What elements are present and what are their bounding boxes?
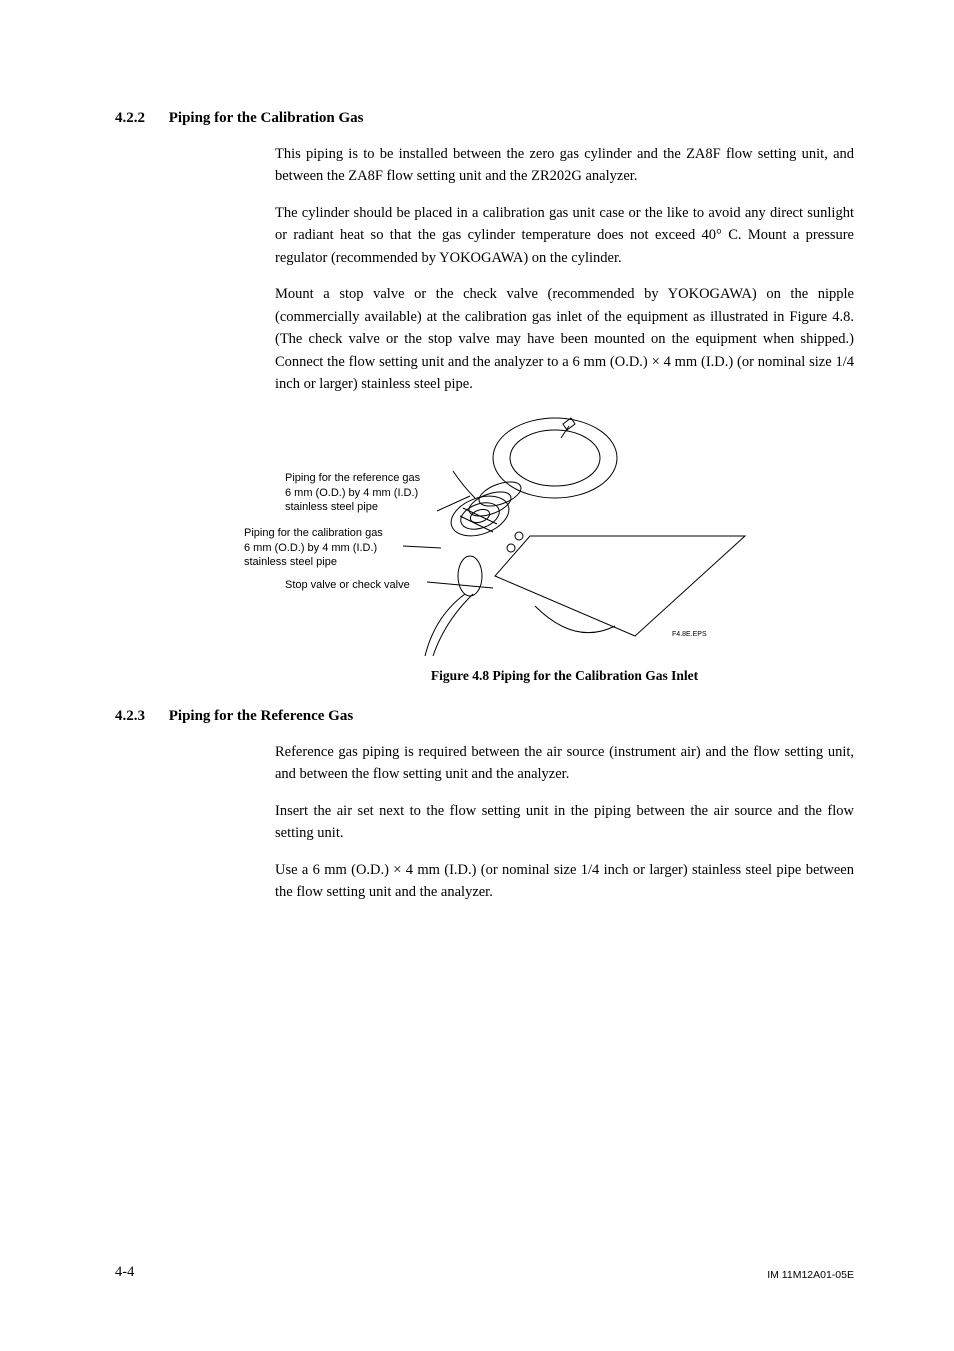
section-422-para2: The cylinder should be placed in a calib…	[275, 202, 854, 269]
section-423-para1: Reference gas piping is required between…	[275, 741, 854, 786]
figure-48-caption: Figure 4.8 Piping for the Calibration Ga…	[275, 668, 854, 684]
section-423-title: Piping for the Reference Gas	[169, 708, 353, 724]
section-422-title: Piping for the Calibration Gas	[169, 110, 364, 126]
document-id: IM 11M12A01-05E	[767, 1269, 854, 1281]
section-423-number: 4.2.3	[115, 708, 165, 725]
page-number: 4-4	[115, 1264, 134, 1281]
section-422-number: 4.2.2	[115, 110, 165, 127]
figure-48-svg	[275, 416, 855, 656]
section-422-heading: 4.2.2 Piping for the Calibration Gas	[115, 110, 854, 127]
section-423-heading: 4.2.3 Piping for the Reference Gas	[115, 708, 854, 725]
section-422-para3: Mount a stop valve or the check valve (r…	[275, 283, 854, 395]
figure-48-container: Piping for the reference gas 6 mm (O.D.)…	[275, 416, 854, 656]
section-422-para1: This piping is to be installed between t…	[275, 143, 854, 188]
section-423-para2: Insert the air set next to the flow sett…	[275, 800, 854, 845]
section-423-para3: Use a 6 mm (O.D.) × 4 mm (I.D.) (or nomi…	[275, 859, 854, 904]
